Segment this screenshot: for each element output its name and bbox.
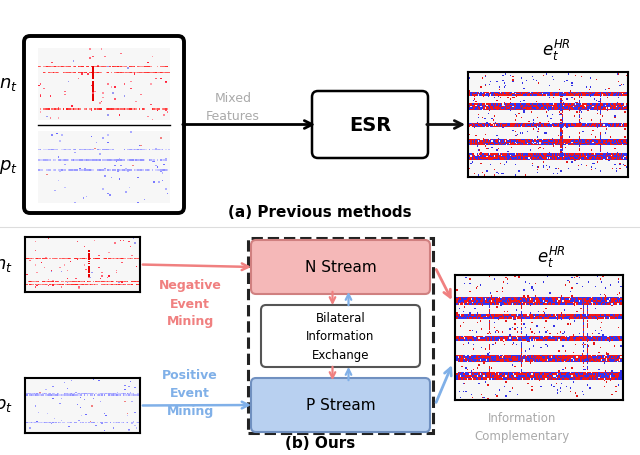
Text: $n_t$: $n_t$ — [0, 75, 18, 93]
Text: $e_t^{HR}$: $e_t^{HR}$ — [536, 244, 565, 269]
Text: $e_t^{HR}$: $e_t^{HR}$ — [541, 38, 570, 63]
Text: $n_t$: $n_t$ — [0, 256, 13, 274]
Text: $p_t$: $p_t$ — [0, 157, 18, 175]
Text: (a) Previous methods: (a) Previous methods — [228, 205, 412, 219]
Text: (b) Ours: (b) Ours — [285, 435, 355, 450]
Text: $p_t$: $p_t$ — [0, 397, 13, 415]
Text: Bilateral
Information
Exchange: Bilateral Information Exchange — [307, 312, 374, 361]
Text: Information
Complementary: Information Complementary — [475, 412, 570, 443]
FancyBboxPatch shape — [251, 241, 430, 294]
Text: Negative
Event
Mining: Negative Event Mining — [159, 279, 221, 328]
FancyBboxPatch shape — [24, 37, 184, 213]
Text: Positive
Event
Mining: Positive Event Mining — [162, 369, 218, 418]
FancyBboxPatch shape — [312, 92, 428, 159]
Text: N Stream: N Stream — [305, 260, 376, 275]
Text: Mixed
Features: Mixed Features — [206, 92, 260, 123]
Text: ESR: ESR — [349, 116, 391, 135]
FancyBboxPatch shape — [261, 305, 420, 367]
FancyBboxPatch shape — [251, 378, 430, 432]
Text: P Stream: P Stream — [306, 398, 375, 413]
